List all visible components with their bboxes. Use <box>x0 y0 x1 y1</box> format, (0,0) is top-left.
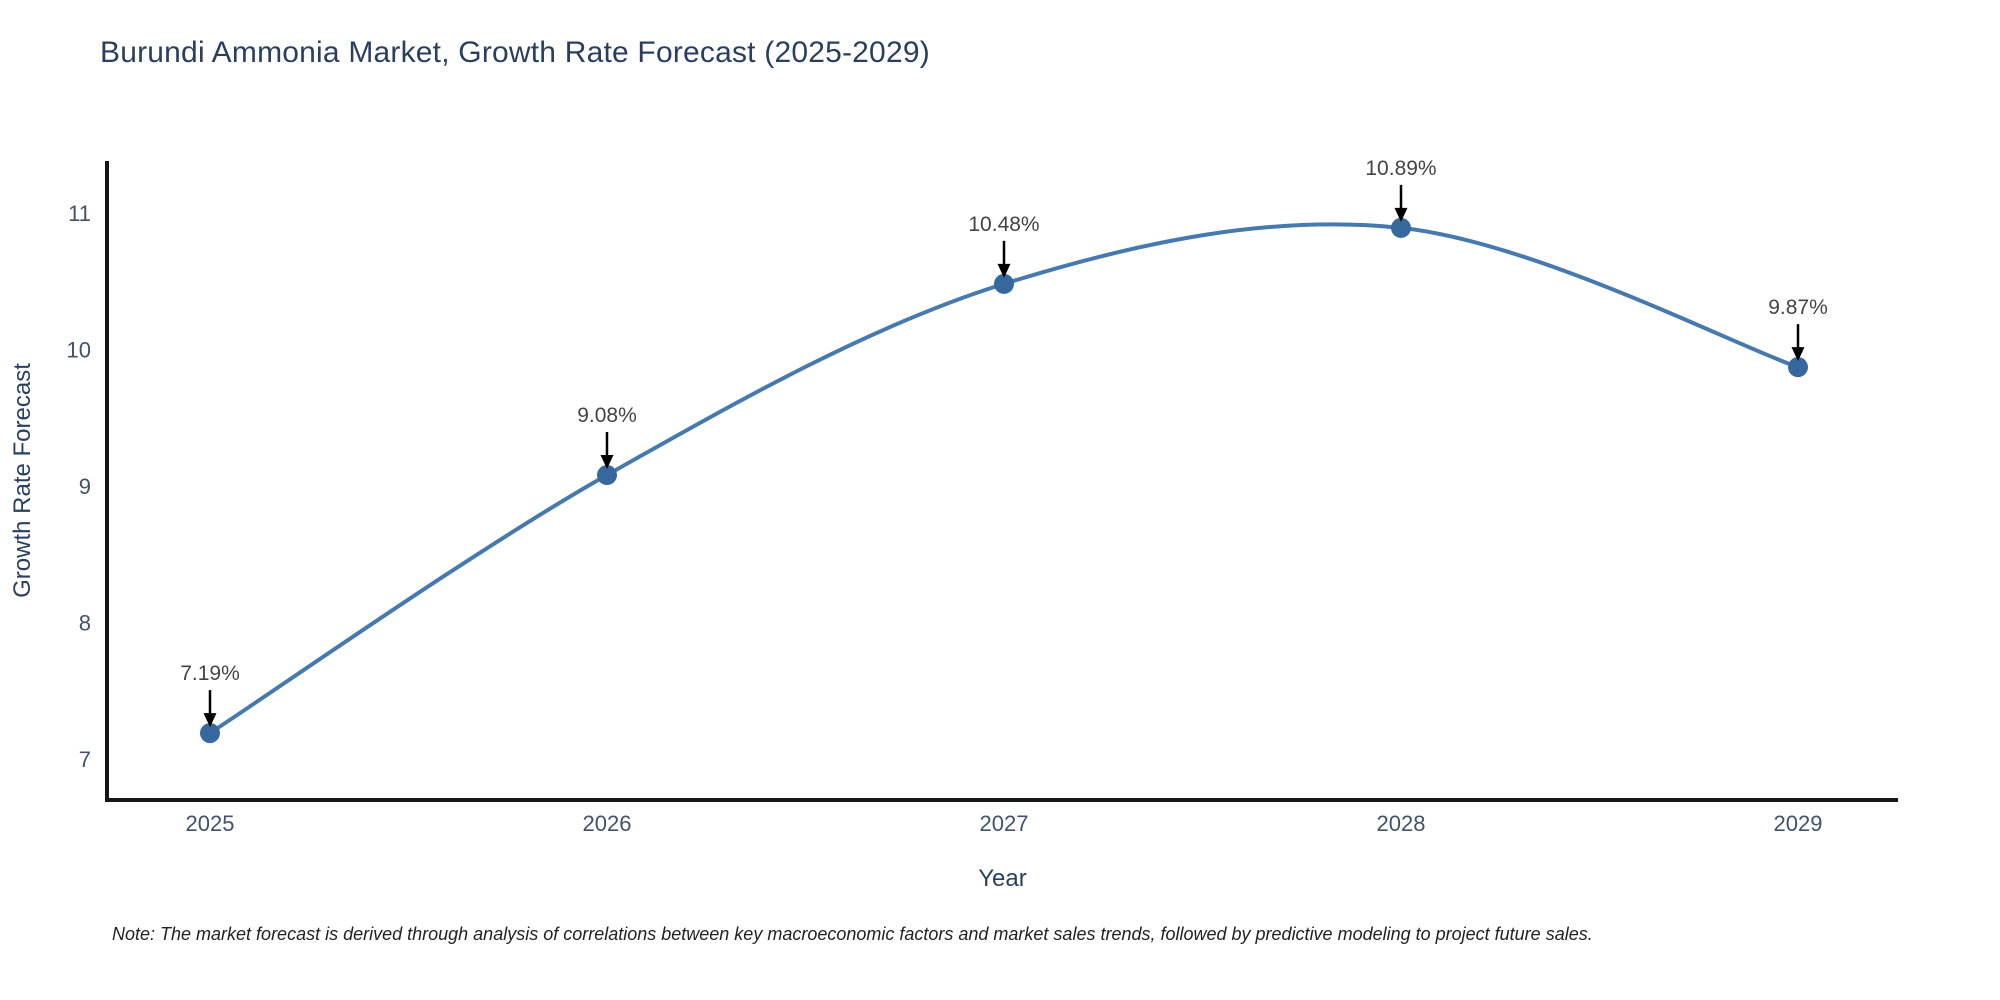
x-tick-label: 2027 <box>980 811 1029 836</box>
y-tick-label: 8 <box>79 611 91 636</box>
data-point-marker <box>1391 217 1411 238</box>
data-point-label: 9.08% <box>577 404 637 427</box>
chart-title: Burundi Ammonia Market, Growth Rate Fore… <box>100 36 930 69</box>
data-point-marker <box>1788 357 1808 378</box>
data-point-marker <box>994 273 1014 294</box>
y-tick-label: 10 <box>67 337 91 362</box>
annotation-arrowhead-icon <box>1791 347 1805 362</box>
data-point-label: 9.87% <box>1768 296 1828 319</box>
annotation-arrowhead-icon <box>600 455 614 470</box>
x-tick-label: 2029 <box>1774 811 1823 836</box>
y-tick-label: 9 <box>79 474 91 499</box>
x-tick-label: 2025 <box>186 811 235 836</box>
data-point-marker <box>200 723 220 744</box>
annotation-arrowhead-icon <box>203 713 217 728</box>
chart-footnote: Note: The market forecast is derived thr… <box>112 924 1593 944</box>
data-point-marker <box>597 465 617 486</box>
annotation-arrowhead-icon <box>997 263 1011 278</box>
y-axis-title: Growth Rate Forecast <box>9 363 36 598</box>
data-point-label: 10.48% <box>968 213 1039 236</box>
y-tick-label: 11 <box>68 201 91 226</box>
forecast-line <box>208 222 1800 736</box>
annotation-arrowhead-icon <box>1394 207 1408 222</box>
data-point-label: 7.19% <box>180 662 240 685</box>
y-tick-label: 7 <box>79 747 91 772</box>
x-tick-label: 2028 <box>1377 811 1426 836</box>
x-axis-title: Year <box>978 865 1027 892</box>
x-tick-label: 2026 <box>583 811 632 836</box>
axis-lines <box>105 161 1898 802</box>
data-point-label: 10.89% <box>1365 157 1436 180</box>
